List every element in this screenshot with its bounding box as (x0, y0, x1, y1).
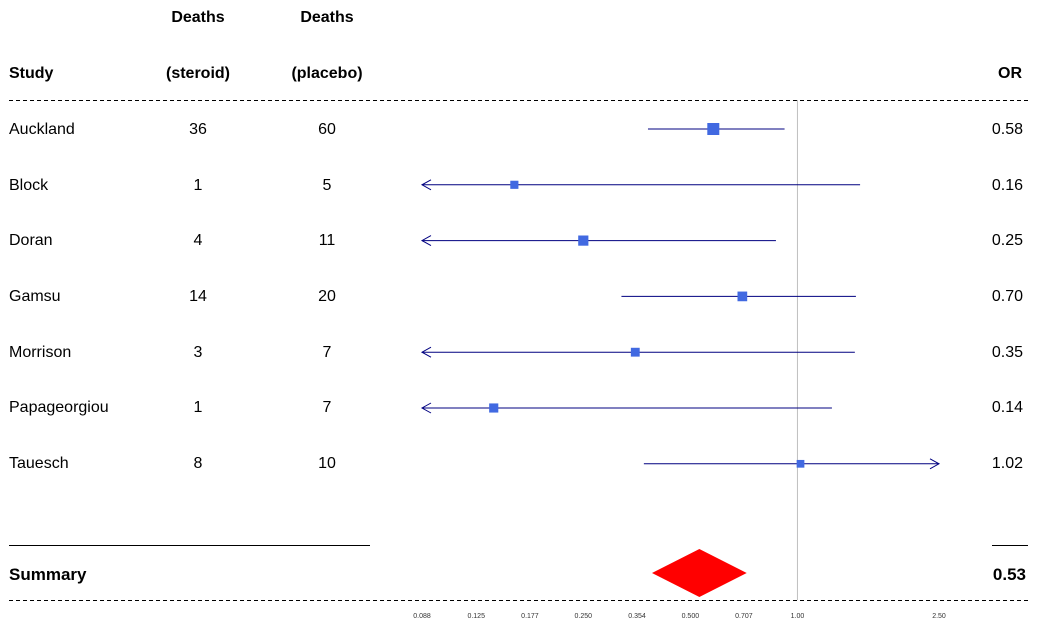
study-name: Auckland (9, 121, 75, 138)
ci-arrow-left (420, 346, 432, 358)
odds-ratio: 0.16 (991, 177, 1023, 194)
header-or: OR (998, 65, 1022, 82)
ci-arrow-left (420, 235, 432, 247)
ci-arrow-left (420, 402, 432, 414)
odds-ratio: 0.70 (991, 288, 1023, 305)
summary-label: Summary (9, 565, 87, 584)
point-estimate-box (630, 347, 640, 357)
point-estimate-box (707, 123, 720, 135)
study-name: Doran (9, 232, 53, 249)
odds-ratio: 0.25 (991, 232, 1023, 249)
axis-tick-label: 0.354 (628, 613, 646, 620)
point-estimate-box (578, 235, 589, 246)
summary-odds-ratio: 0.53 (992, 565, 1026, 584)
point-estimate-box (510, 180, 519, 189)
deaths-steroid: 1 (193, 399, 203, 416)
axis-tick-label: 0.088 (413, 613, 431, 620)
deaths-steroid: 1 (193, 177, 203, 194)
deaths-steroid: 14 (189, 288, 207, 305)
axis-tick-label: 0.500 (682, 613, 700, 620)
odds-ratio: 0.58 (991, 121, 1023, 138)
study-name: Block (9, 177, 49, 194)
study-name: Gamsu (9, 288, 61, 305)
summary-diamond (651, 549, 747, 597)
deaths-placebo: 11 (318, 232, 336, 249)
odds-ratio: 0.35 (991, 344, 1023, 361)
deaths-placebo: 5 (322, 177, 332, 194)
header-deaths-placebo-line1: Deaths (300, 9, 354, 26)
axis-tick-label: 0.250 (575, 613, 593, 620)
header-deaths-steroid-line2: (steroid) (166, 65, 230, 82)
ci-arrow-left (420, 179, 432, 191)
study-name: Tauesch (9, 455, 69, 472)
deaths-placebo: 60 (318, 121, 336, 138)
deaths-placebo: 10 (318, 455, 336, 472)
deaths-steroid: 3 (193, 344, 203, 361)
header-study: Study (9, 65, 54, 82)
study-name: Morrison (9, 344, 72, 361)
deaths-steroid: 8 (193, 455, 203, 472)
point-estimate-box (796, 459, 805, 468)
deaths-placebo: 7 (322, 399, 332, 416)
axis-tick-label: 0.125 (467, 613, 485, 620)
axis-tick-label: 0.707 (735, 613, 753, 620)
deaths-placebo: 7 (322, 344, 332, 361)
axis-tick-label: 0.177 (521, 613, 539, 620)
ci-arrow-right (929, 458, 941, 470)
point-estimate-box (737, 291, 748, 302)
header-deaths-steroid-line1: Deaths (171, 9, 225, 26)
axis-tick-label: 2.50 (932, 613, 946, 620)
deaths-steroid: 36 (189, 121, 207, 138)
deaths-steroid: 4 (193, 232, 203, 249)
axis-tick-label: 1.00 (791, 613, 805, 620)
study-name: Papageorgiou (9, 399, 109, 416)
deaths-placebo: 20 (318, 288, 336, 305)
point-estimate-box (489, 403, 499, 413)
header-deaths-placebo-line2: (placebo) (291, 65, 363, 82)
odds-ratio: 1.02 (991, 455, 1023, 472)
odds-ratio: 0.14 (991, 399, 1023, 416)
